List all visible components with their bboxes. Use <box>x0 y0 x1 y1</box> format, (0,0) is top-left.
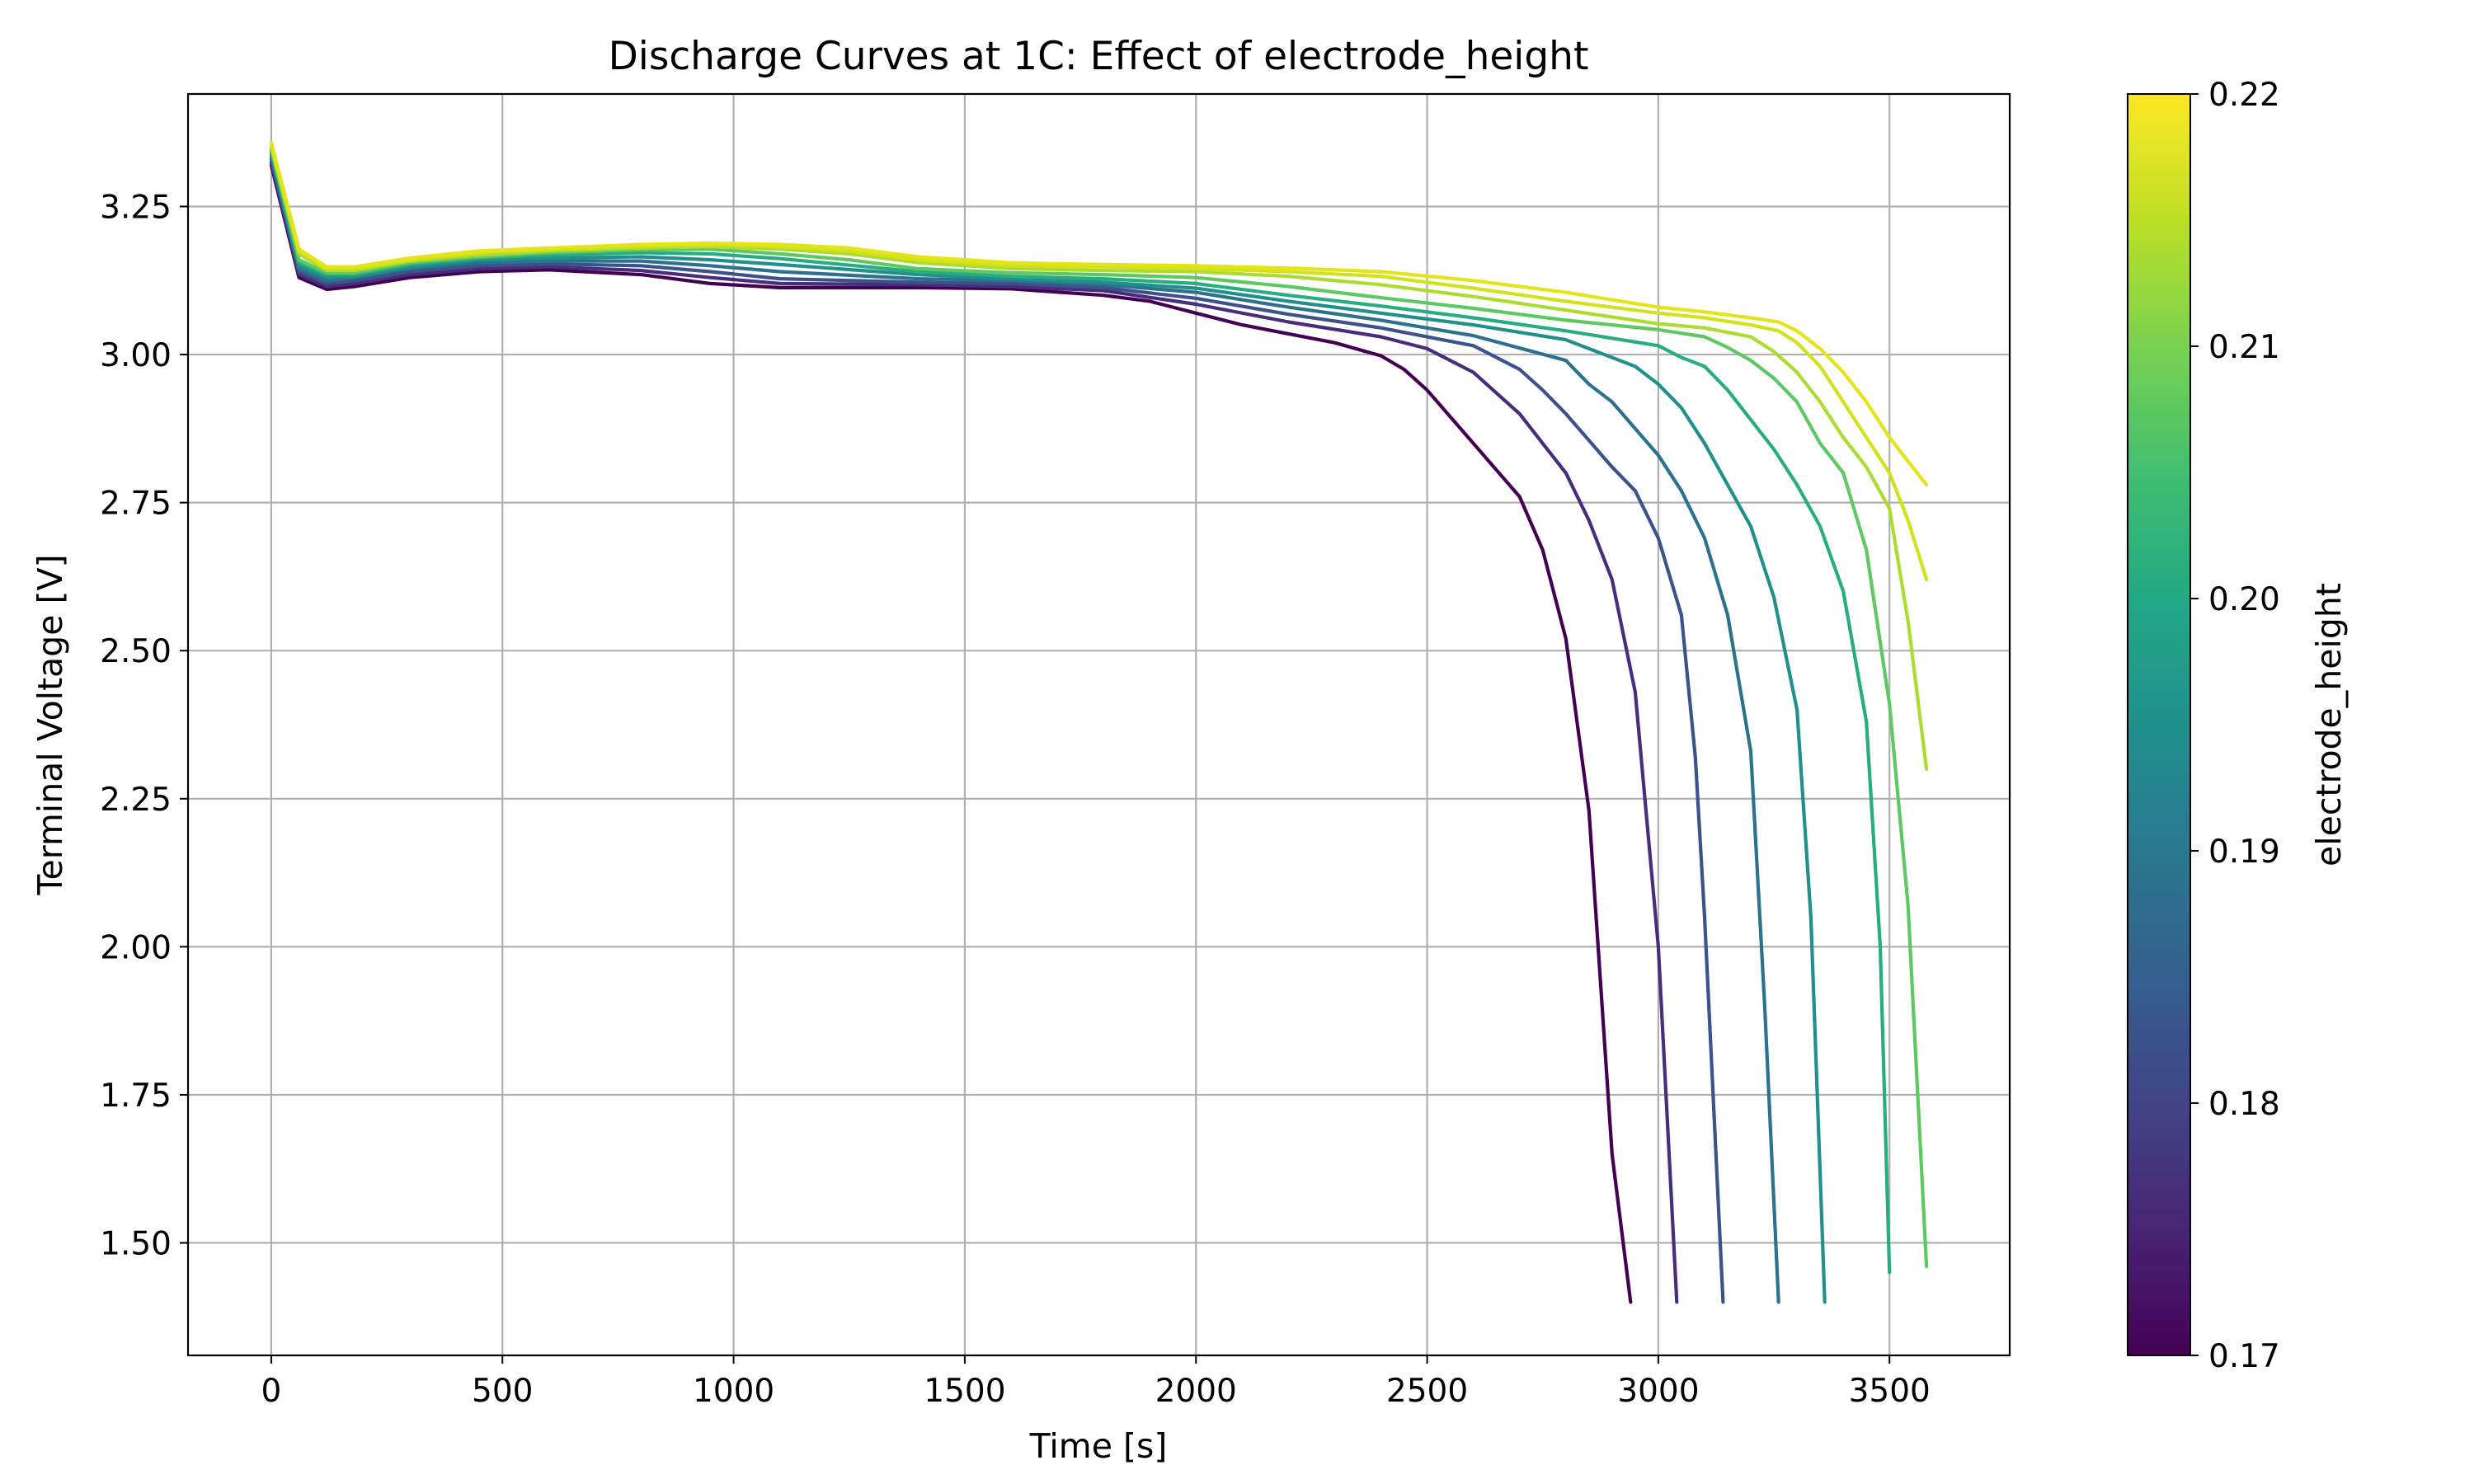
series-line-6 <box>269 148 1892 1275</box>
x-tick-label: 3000 <box>1617 1373 1699 1410</box>
colorbar-tick-label: 0.18 <box>2208 1086 2280 1123</box>
y-tick-label: 3.00 <box>100 337 172 374</box>
x-tick-label: 3500 <box>1849 1373 1931 1410</box>
chart-title: Discharge Curves at 1C: Effect of electr… <box>609 34 1589 79</box>
series-line-3 <box>269 157 1725 1304</box>
x-tick-label: 1500 <box>924 1373 1005 1410</box>
x-tick-label: 500 <box>472 1373 533 1410</box>
colorbar-tick-label: 0.22 <box>2208 77 2280 114</box>
y-tick-label: 1.75 <box>100 1078 172 1115</box>
series-line-9 <box>269 143 1929 582</box>
series-line-10 <box>269 140 1929 487</box>
series-line-1 <box>269 163 1633 1304</box>
y-axis-label: Terminal Voltage [V] <box>31 554 70 895</box>
plot-frame <box>186 92 2011 1357</box>
colorbar-ticks: 0.17 0.18 0.19 0.20 0.21 0.22 <box>2190 77 2280 1375</box>
series-lines <box>269 140 1929 1304</box>
series-line-2 <box>269 160 1679 1304</box>
x-tick-label: 2000 <box>1155 1373 1237 1410</box>
colorbar-label: electrode_height <box>2309 583 2349 866</box>
y-tick-label: 2.75 <box>100 486 172 523</box>
x-axis-ticks: 0 500 1000 1500 2000 2500 3000 3500 <box>261 1355 1931 1410</box>
colorbar-tick-label: 0.21 <box>2208 329 2280 366</box>
colorbar-tick-label: 0.19 <box>2208 834 2280 871</box>
y-tick-label: 2.50 <box>100 633 172 670</box>
series-line-5 <box>269 151 1827 1304</box>
x-axis-label: Time [s] <box>1029 1426 1168 1466</box>
x-tick-label: 1000 <box>693 1373 774 1410</box>
colorbar-tick-label: 0.17 <box>2208 1338 2280 1375</box>
y-tick-label: 1.50 <box>100 1226 172 1263</box>
colorbar: 0.17 0.18 0.19 0.20 0.21 0.22 electrode_heigh… <box>2127 77 2349 1375</box>
y-axis-ticks: 1.50 1.75 2.00 2.25 2.50 2.75 3.00 3.25 <box>100 189 188 1263</box>
y-tick-label: 2.00 <box>100 929 172 966</box>
colorbar-gradient <box>2127 93 2191 1356</box>
y-tick-label: 2.25 <box>100 782 172 819</box>
x-tick-label: 0 <box>261 1373 282 1410</box>
series-line-4 <box>269 154 1780 1304</box>
y-tick-label: 3.25 <box>100 189 172 226</box>
x-tick-label: 2500 <box>1386 1373 1468 1410</box>
colorbar-tick-label: 0.20 <box>2208 581 2280 618</box>
series-line-8 <box>269 144 1929 772</box>
